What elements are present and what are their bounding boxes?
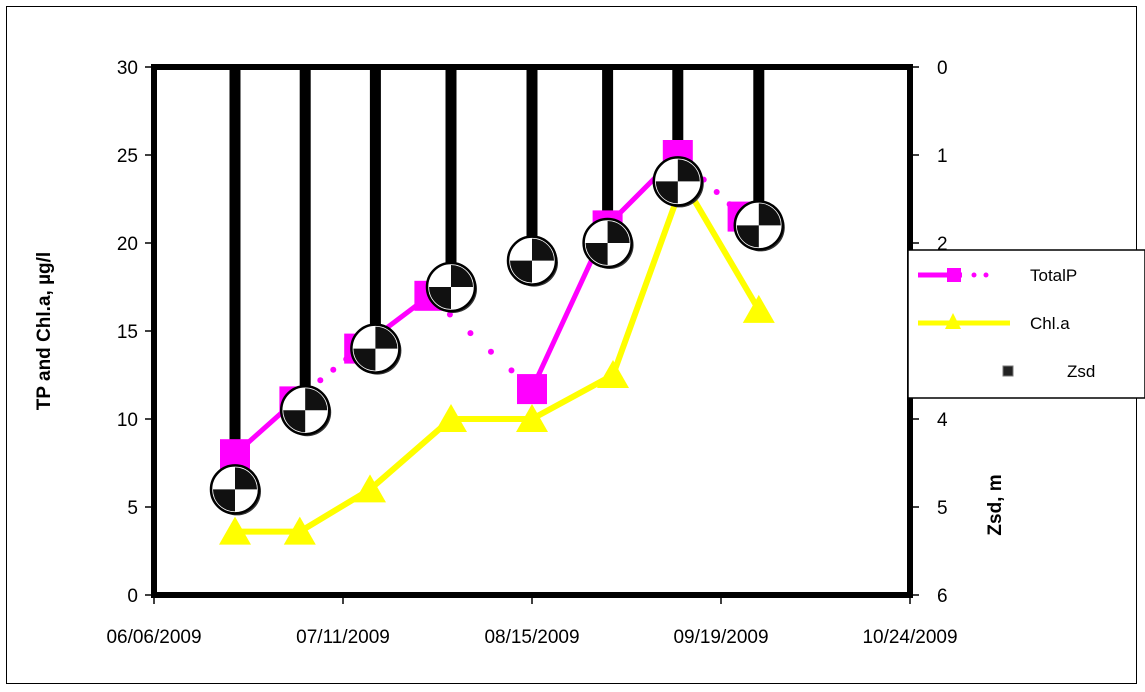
zsd-disk-quadrant xyxy=(451,265,473,287)
x-tick-label: 07/11/2009 xyxy=(296,627,390,648)
chla-point xyxy=(283,516,316,545)
zsd-disk-quadrant xyxy=(655,181,678,204)
chla-point xyxy=(354,474,386,503)
x-tick-label: 08/15/2009 xyxy=(484,627,579,648)
zsd-disk-quadrant xyxy=(429,287,451,309)
zsd-disk-quadrant xyxy=(375,326,398,349)
totalp-point xyxy=(517,374,547,405)
y2-axis-title: Zsd, m xyxy=(985,474,1006,535)
y-tick-label: 5 xyxy=(127,498,138,519)
chla-point xyxy=(742,294,775,323)
zsd-point xyxy=(209,464,261,516)
zsd-point xyxy=(425,261,477,313)
x-tick-label: 06/06/2009 xyxy=(106,627,201,648)
zsd-disk-quadrant xyxy=(283,410,306,433)
zsd-disk-quadrant xyxy=(510,260,532,283)
zsd-point xyxy=(506,235,558,287)
zsd-point xyxy=(350,323,402,375)
zsd-point xyxy=(582,217,634,269)
totalp-dot xyxy=(713,188,720,195)
legend: TotalP Chl.a Zsd xyxy=(907,249,1145,399)
legend-label-zsd: Zsd xyxy=(1067,362,1095,381)
zsd-bars xyxy=(229,67,765,490)
y2-tick-label: 5 xyxy=(937,498,948,519)
legend-item-totalp: TotalP xyxy=(918,266,1077,285)
zsd-disk-quadrant xyxy=(758,203,781,226)
legend-marker-chla xyxy=(945,313,961,329)
y-tick-label: 10 xyxy=(117,410,138,431)
y2-tick-label: 2 xyxy=(937,234,948,255)
totalp-dot xyxy=(467,330,474,337)
zsd-disk-quadrant xyxy=(736,225,759,248)
zsd-disk-quadrant xyxy=(213,489,235,512)
y2-tick-label: 6 xyxy=(937,586,948,607)
legend-dot-1 xyxy=(971,272,977,278)
y-tick-label: 20 xyxy=(117,234,138,255)
zsd-disk-quadrant xyxy=(305,388,328,411)
y-tick-label: 0 xyxy=(127,586,138,607)
legend-marker-zsd xyxy=(1002,365,1014,377)
zsd-markers xyxy=(209,156,785,516)
zsd-disk-quadrant xyxy=(235,467,257,490)
zsd-point xyxy=(652,156,704,208)
zsd-disk-quadrant xyxy=(677,159,700,182)
totalp-dot xyxy=(330,366,337,373)
legend-item-zsd: Zsd xyxy=(1002,362,1095,381)
totalp-dot xyxy=(508,367,515,374)
zsd-disk-quadrant xyxy=(607,221,630,243)
legend-marker-totalp xyxy=(947,268,961,282)
legend-label-chla: Chl.a xyxy=(1030,314,1070,333)
chla-line xyxy=(235,178,762,535)
totalp-dot xyxy=(487,348,494,355)
chla-point xyxy=(516,404,548,432)
y-tick-label: 25 xyxy=(117,146,138,167)
y-tick-label: 15 xyxy=(117,322,138,343)
zsd-point xyxy=(733,200,785,252)
zsd-point xyxy=(279,384,332,437)
x-tick-label: 09/19/2009 xyxy=(673,627,768,648)
axes: 06/06/2009 07/11/2009 08/15/2009 09/19/2009… xyxy=(106,58,957,648)
chla-point xyxy=(435,404,467,432)
zsd-disk-quadrant xyxy=(532,238,554,261)
zsd-disk-quadrant xyxy=(585,243,608,265)
legend-dot-2 xyxy=(983,272,989,278)
x-tick-label: 10/24/2009 xyxy=(862,627,957,648)
chla-point xyxy=(597,360,629,388)
totalp-dot xyxy=(317,377,324,384)
y2-tick-label: 0 xyxy=(937,58,948,79)
zsd-disk-quadrant xyxy=(353,348,376,371)
chla-point xyxy=(219,516,251,545)
y2-tick-label: 4 xyxy=(937,410,948,431)
y-axis-title: TP and Chl.a, µg/l xyxy=(34,252,55,410)
totalp-dot xyxy=(446,311,453,318)
legend-item-chla: Chl.a xyxy=(918,313,1070,333)
y2-tick-label: 1 xyxy=(937,146,948,167)
y-tick-label: 30 xyxy=(117,58,138,79)
legend-label-totalp: TotalP xyxy=(1030,266,1077,285)
